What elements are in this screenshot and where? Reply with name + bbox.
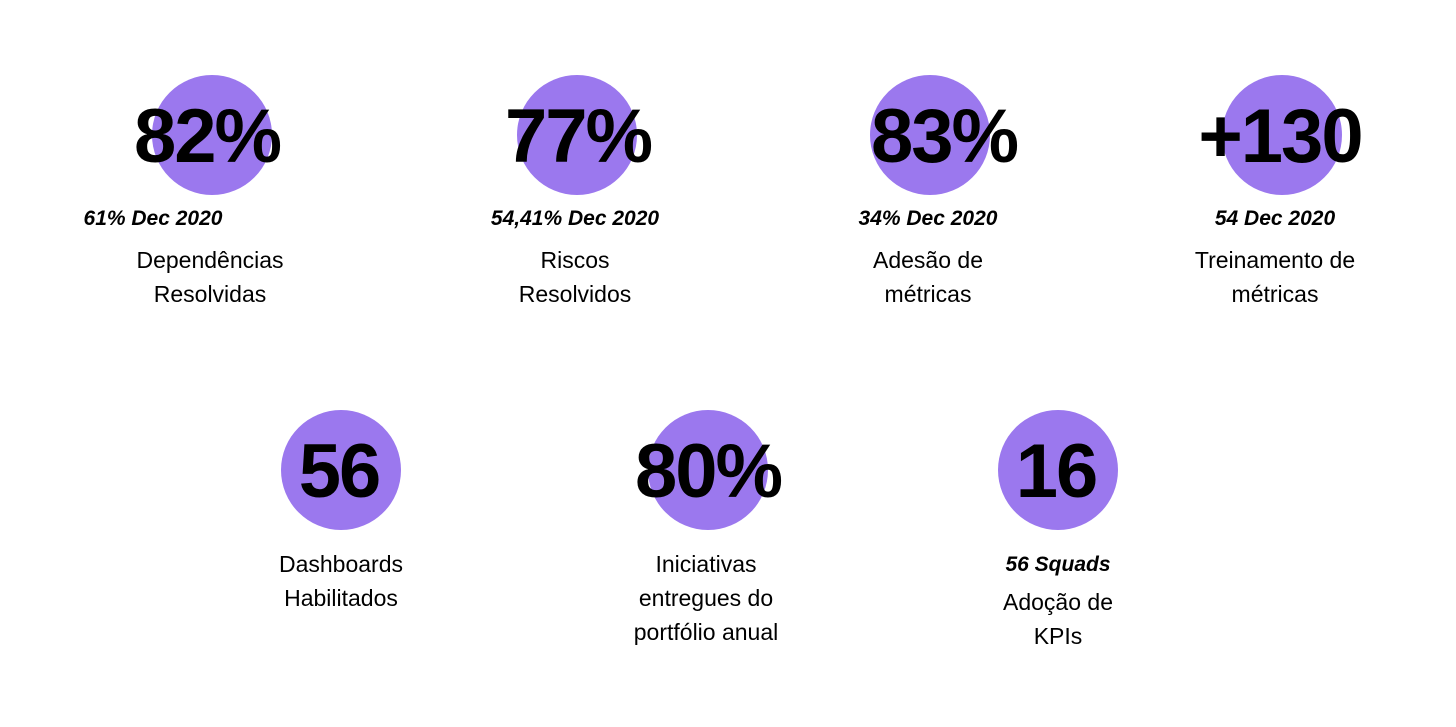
stat-circle bbox=[517, 75, 637, 195]
stat-subtitle: 54 Dec 2020 bbox=[1214, 207, 1336, 230]
stat-value: 80% bbox=[634, 429, 783, 514]
stat-label-line: Adesão de bbox=[873, 247, 983, 273]
stat-circle bbox=[648, 410, 768, 530]
stat-circle bbox=[1222, 75, 1342, 195]
stat-subtitle: 56 Squads bbox=[1005, 553, 1111, 576]
stat-label-line: entregues do bbox=[638, 585, 774, 611]
stat-subtitle: 54,41% Dec 2020 bbox=[490, 207, 660, 230]
stat-label-line: Dependências bbox=[136, 247, 284, 273]
stat-subtitle: 34% Dec 2020 bbox=[858, 207, 998, 230]
stat-circle bbox=[870, 75, 990, 195]
stat-value: 82% bbox=[133, 94, 282, 179]
stat-label-line: métricas bbox=[884, 281, 972, 307]
stat-label: Adoção de KPIs bbox=[908, 585, 1208, 653]
stat-circle bbox=[998, 410, 1118, 530]
stat-label: Dashboards Habilitados bbox=[191, 547, 491, 615]
stat-label-line: Resolvidos bbox=[518, 281, 632, 307]
stat-label-line: Treinamento de bbox=[1194, 247, 1356, 273]
stat-label-line: portfólio anual bbox=[633, 619, 779, 645]
stat-subtitle: 61% Dec 2020 bbox=[83, 207, 223, 230]
stat-label-line: Habilitados bbox=[284, 585, 398, 611]
stat-value: 56 bbox=[298, 429, 382, 514]
stat-value: 77% bbox=[504, 94, 653, 179]
stat-label: Iniciativas entregues do portfólio anual bbox=[556, 547, 856, 649]
stat-label-line: Adoção de bbox=[1003, 589, 1113, 615]
stat-label-line: Dashboards bbox=[278, 551, 404, 577]
stat-label: Dependências Resolvidas bbox=[60, 243, 360, 311]
stat-value: 83% bbox=[870, 94, 1019, 179]
stat-value: 16 bbox=[1015, 429, 1099, 514]
stat-label: Riscos Resolvidos bbox=[425, 243, 725, 311]
stat-value: +130 bbox=[1198, 94, 1363, 179]
stat-label-line: métricas bbox=[1231, 281, 1319, 307]
stat-label-line: Iniciativas bbox=[655, 551, 757, 577]
stat-label-line: Riscos bbox=[540, 247, 610, 273]
stat-label-line: Resolvidas bbox=[153, 281, 267, 307]
stat-label: Adesão de métricas bbox=[778, 243, 1078, 311]
stat-circle bbox=[281, 410, 401, 530]
stat-label-line: KPIs bbox=[1033, 623, 1083, 649]
stat-label: Treinamento de métricas bbox=[1125, 243, 1425, 311]
stat-circle bbox=[152, 75, 272, 195]
